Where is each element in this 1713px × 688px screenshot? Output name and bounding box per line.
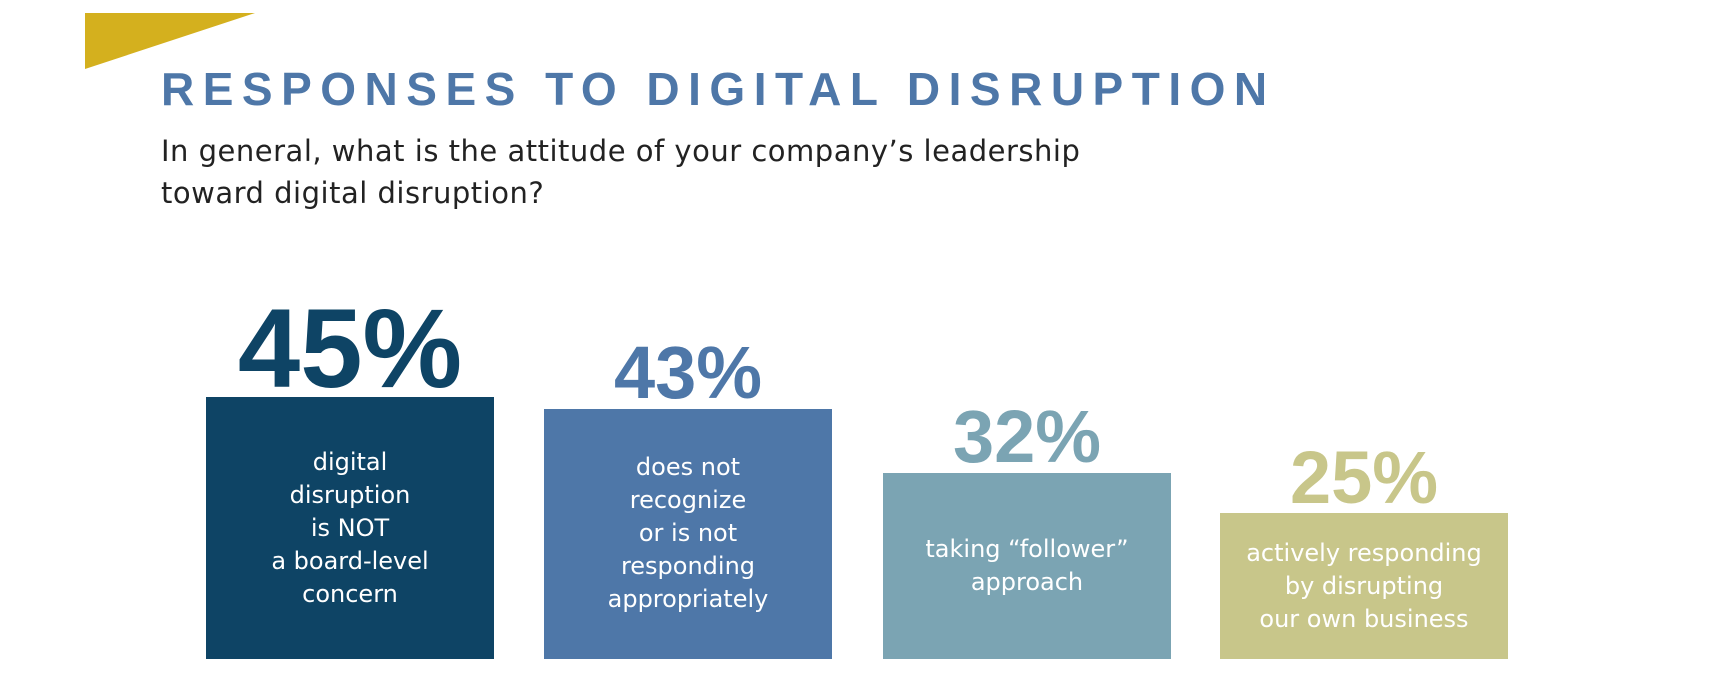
- chart-title: RESPONSES TO DIGITAL DISRUPTION: [161, 63, 1276, 115]
- bar: does not recognize or is not responding …: [544, 408, 832, 659]
- bar-label: actively responding by disrupting our ow…: [1246, 538, 1482, 633]
- bar: digital disruption is NOT a board-level …: [206, 397, 494, 659]
- bar: actively responding by disrupting our ow…: [1220, 513, 1508, 659]
- chart-subtitle: In general, what is the attitude of your…: [161, 134, 1081, 210]
- bar-label: taking “follower” approach: [925, 534, 1129, 596]
- value-label: 43%: [613, 330, 763, 414]
- corner-triangle: [85, 13, 255, 69]
- value-label: 45%: [237, 286, 463, 412]
- value-label: 32%: [952, 395, 1102, 478]
- bar-label: digital disruption is NOT a board-level …: [271, 447, 429, 608]
- value-label: 25%: [1289, 435, 1439, 519]
- bar: taking “follower” approach: [883, 472, 1171, 659]
- bar-label: does not recognize or is not responding …: [607, 453, 769, 614]
